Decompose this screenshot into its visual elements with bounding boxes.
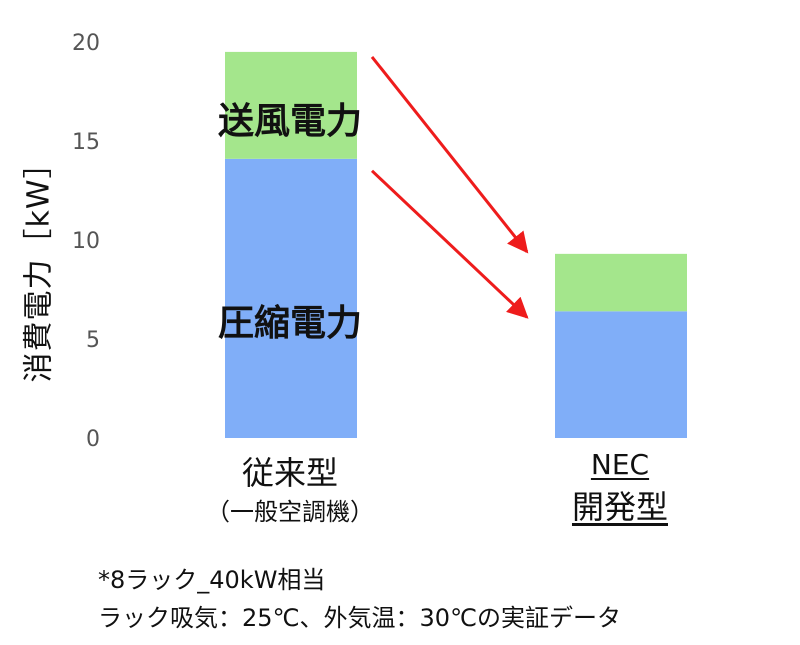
y-tick-label: 15 (72, 130, 100, 155)
y-tick-label: 0 (86, 427, 100, 452)
y-tick-label: 10 (72, 229, 100, 254)
reduction-arrow (370, 55, 529, 254)
bar-segment (555, 311, 687, 438)
segment-label-compressor-power: 圧縮電力 (217, 303, 362, 344)
bar-segment (225, 158, 357, 438)
y-axis-label: 消費電力［kW］ (22, 147, 58, 383)
category-sublabel-conventional: （一般空調機） (206, 498, 374, 526)
footnote-rack-capacity: *8ラック_40kW相当 (98, 566, 326, 594)
y-tick-label: 20 (72, 31, 100, 56)
y-tick-label: 5 (86, 328, 100, 353)
category-label-nec: NEC (590, 448, 650, 481)
bar-segment (555, 253, 687, 312)
bars (225, 51, 687, 438)
segment-label-fan-power: 送風電力 (217, 101, 362, 142)
category-label-conventional: 従来型 (241, 454, 338, 492)
bar-segment (225, 51, 357, 159)
reduction-arrow (370, 169, 529, 319)
footnote-test-conditions: ラック吸気：25℃、外気温：30℃の実証データ (98, 604, 621, 632)
comparison-arrows (370, 55, 529, 319)
category-sublabel-nec: 開発型 (571, 488, 668, 526)
y-axis: 0 5 10 15 20 (72, 31, 100, 452)
